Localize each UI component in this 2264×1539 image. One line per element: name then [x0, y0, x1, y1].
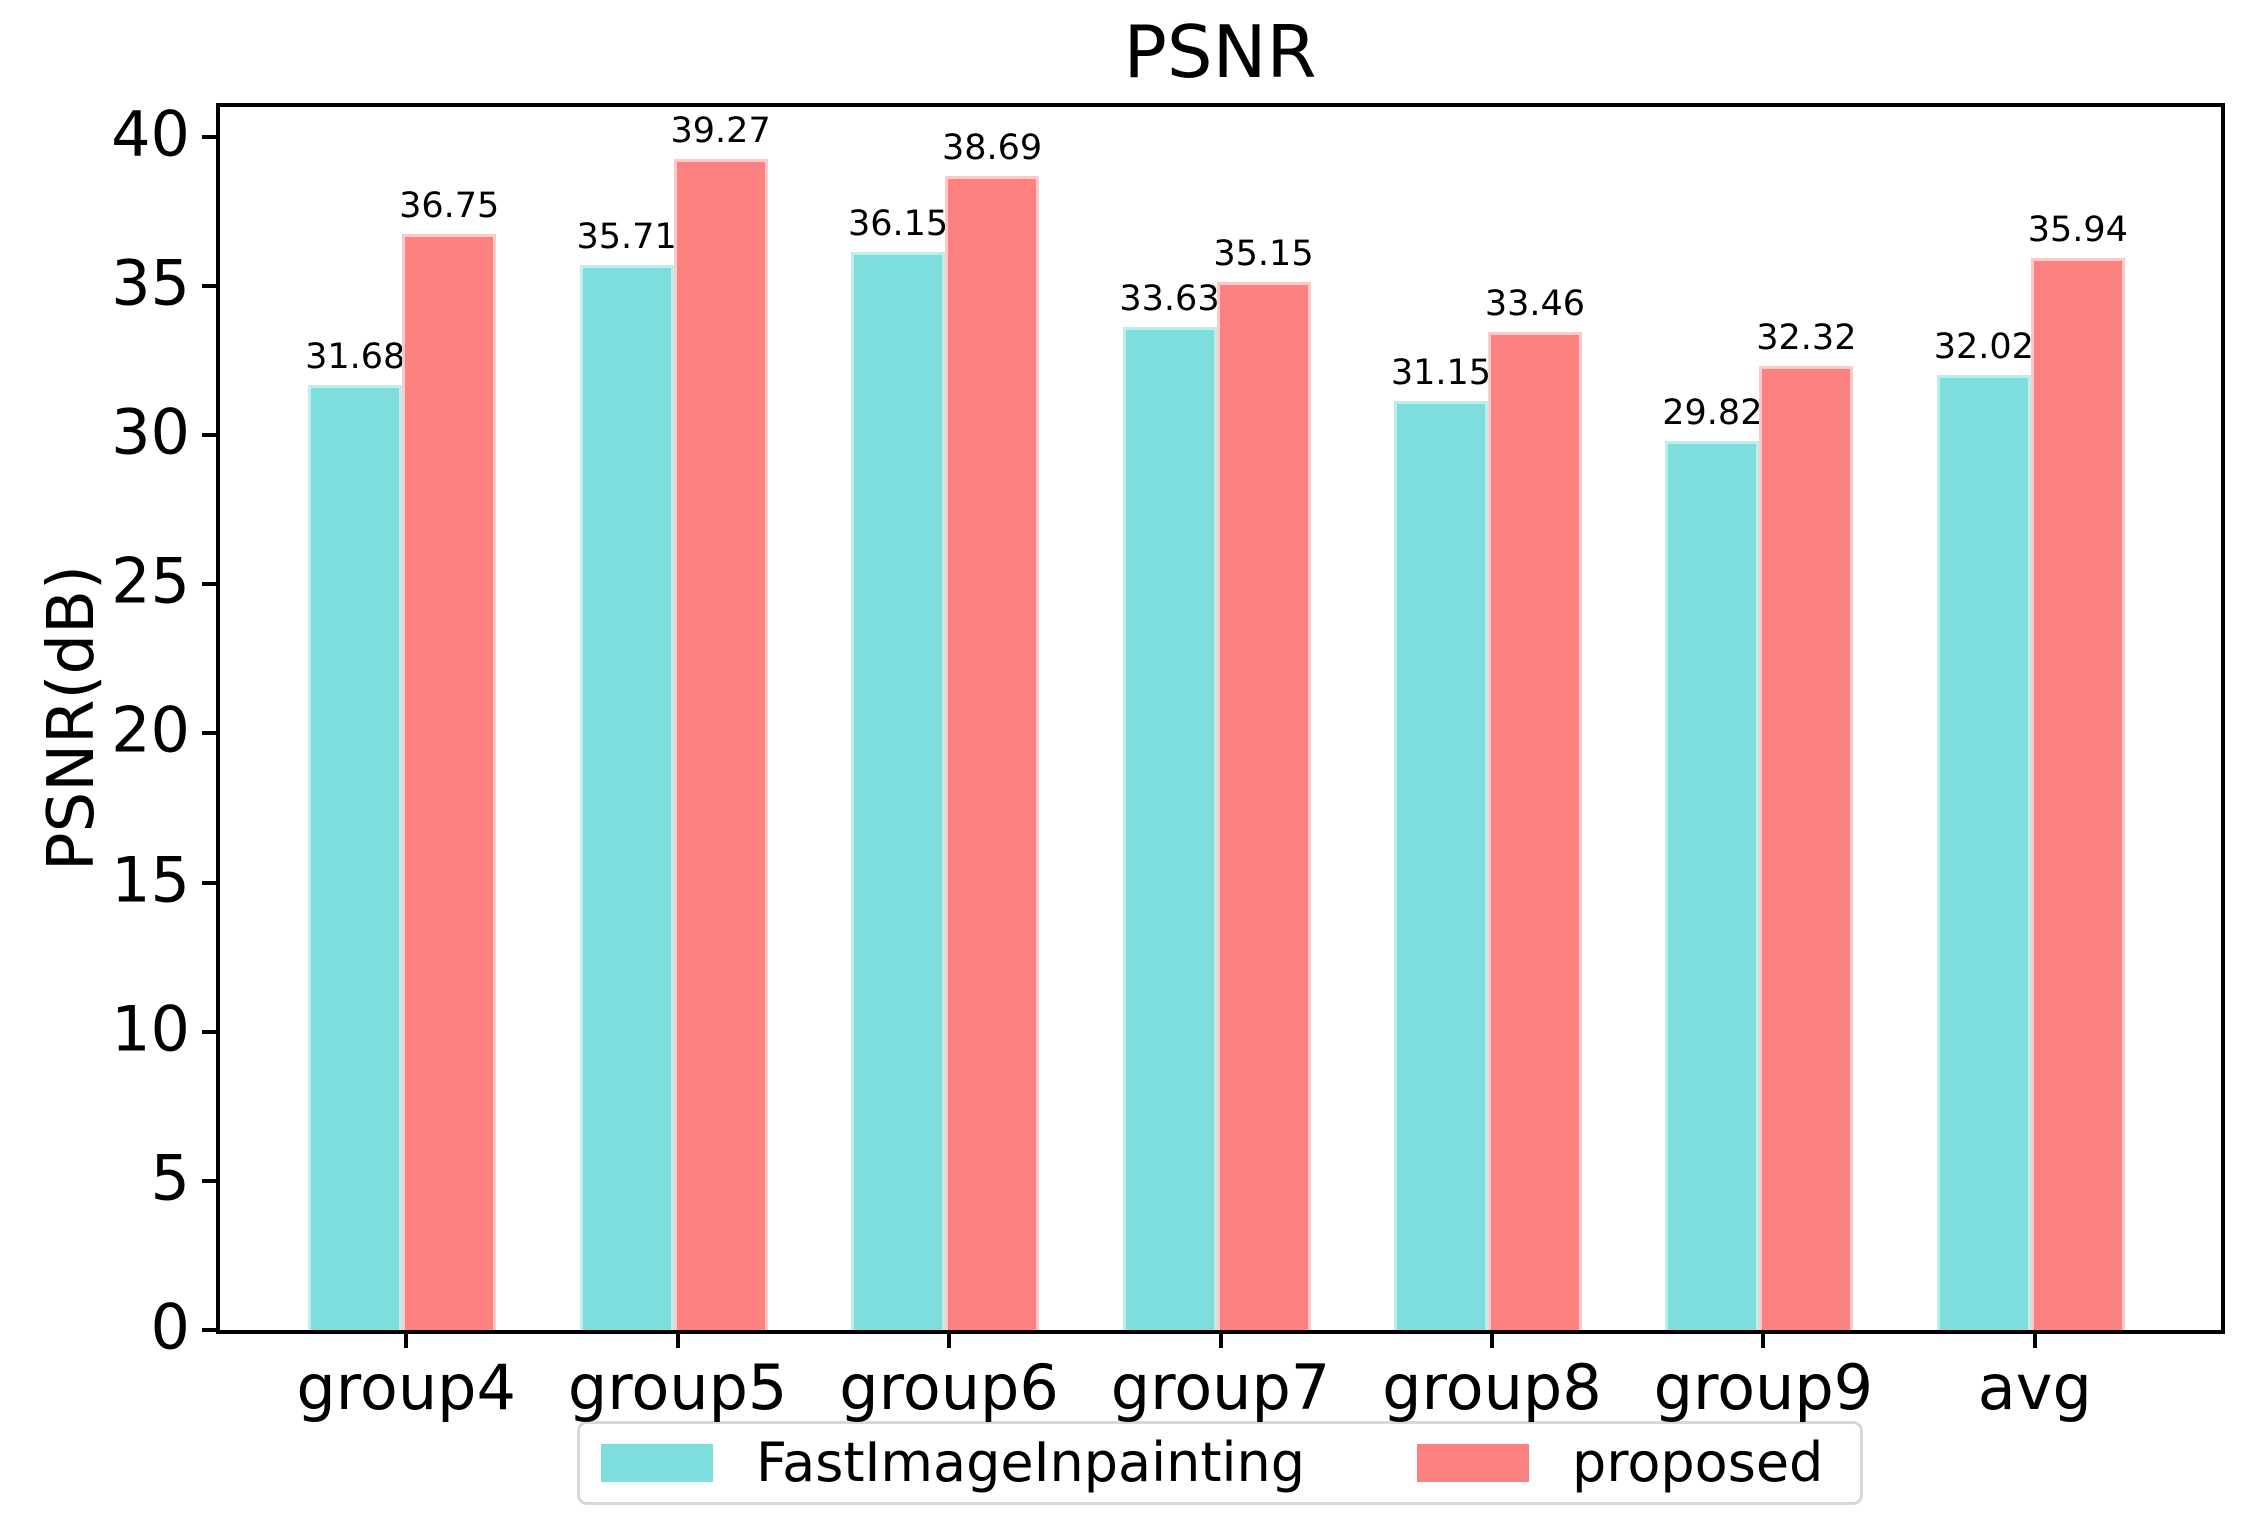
chart-title: PSNR	[1123, 10, 1317, 94]
x-tick	[675, 1334, 680, 1348]
bar-value-label: 38.69	[941, 127, 1043, 168]
y-tick-label: 25	[111, 544, 190, 618]
x-tick	[1489, 1334, 1494, 1348]
x-tick-label: avg	[1977, 1351, 2092, 1424]
bar-series1-group8	[1393, 400, 1488, 1330]
y-tick-label: 35	[111, 246, 190, 320]
x-tick-label: group4	[296, 1351, 516, 1424]
bar-series2-avg	[2030, 257, 2125, 1330]
bar-value-label: 33.46	[1484, 283, 1586, 324]
y-tick-label: 5	[150, 1141, 190, 1215]
legend-swatch	[1417, 1444, 1530, 1482]
bar-value-label: 32.02	[1933, 326, 2034, 367]
bar-series2-group4	[402, 233, 497, 1330]
y-tick-label: 15	[111, 843, 190, 917]
bar-series1-group7	[1122, 326, 1217, 1330]
x-tick-label: group5	[567, 1351, 788, 1424]
legend: FastImageInpainting proposed	[577, 1421, 1863, 1505]
y-tick-label: 20	[111, 693, 190, 767]
bar-series1-group6	[851, 251, 946, 1330]
bar-series1-group5	[579, 264, 674, 1330]
x-tick	[947, 1334, 952, 1348]
x-tick	[1761, 1334, 1766, 1348]
bar-series1-group4	[308, 385, 403, 1330]
bar-series2-group9	[1759, 365, 1854, 1330]
y-tick	[202, 582, 216, 587]
x-tick	[404, 1334, 409, 1348]
bar-value-label: 35.71	[576, 216, 677, 257]
x-tick-label: group7	[1110, 1351, 1331, 1424]
bar-value-label: 31.68	[305, 337, 406, 378]
x-tick	[2032, 1334, 2037, 1348]
bar-value-label: 32.32	[1756, 317, 1857, 358]
legend-swatch	[601, 1444, 713, 1482]
bar-series2-group6	[945, 175, 1040, 1330]
legend-label: proposed	[1572, 1431, 1824, 1494]
y-tick	[202, 433, 216, 438]
legend-label: FastImageInpainting	[756, 1431, 1306, 1494]
bar-series1-avg	[1936, 374, 2031, 1330]
y-tick	[202, 1029, 216, 1034]
legend-item: FastImageInpainting	[601, 1436, 1305, 1490]
bar-series2-group7	[1216, 281, 1311, 1330]
y-tick-label: 40	[111, 97, 190, 171]
x-tick-label: group9	[1653, 1351, 1874, 1424]
y-tick-label: 10	[111, 992, 190, 1066]
y-tick-label: 30	[111, 395, 190, 469]
bar-series1-group9	[1665, 440, 1760, 1330]
bar-value-label: 36.75	[399, 185, 500, 226]
bar-value-label: 35.15	[1213, 233, 1314, 274]
bar-value-label: 31.15	[1390, 352, 1492, 393]
x-tick	[1218, 1334, 1223, 1348]
bar-value-label: 36.15	[847, 203, 949, 244]
y-tick	[202, 880, 216, 885]
x-tick-label: group6	[839, 1351, 1059, 1424]
y-tick	[202, 731, 216, 736]
bar-value-label: 33.63	[1119, 278, 1220, 319]
y-tick	[202, 283, 216, 288]
y-tick-label: 0	[150, 1290, 190, 1364]
bar-value-label: 35.94	[2027, 209, 2128, 250]
bar-series2-group8	[1487, 331, 1582, 1330]
bar-value-label: 29.82	[1662, 392, 1763, 433]
legend-item: proposed	[1417, 1436, 1823, 1490]
plot-area: 31.68 36.75 35.71 39.27 36.15 38.69 33.63 35.15…	[216, 103, 2225, 1334]
bar-series2-group5	[673, 158, 768, 1330]
y-tick	[202, 1328, 216, 1332]
bar-value-label: 39.27	[670, 110, 771, 151]
y-tick	[202, 1178, 216, 1183]
y-tick	[202, 134, 216, 139]
x-tick-label: group8	[1382, 1351, 1602, 1424]
